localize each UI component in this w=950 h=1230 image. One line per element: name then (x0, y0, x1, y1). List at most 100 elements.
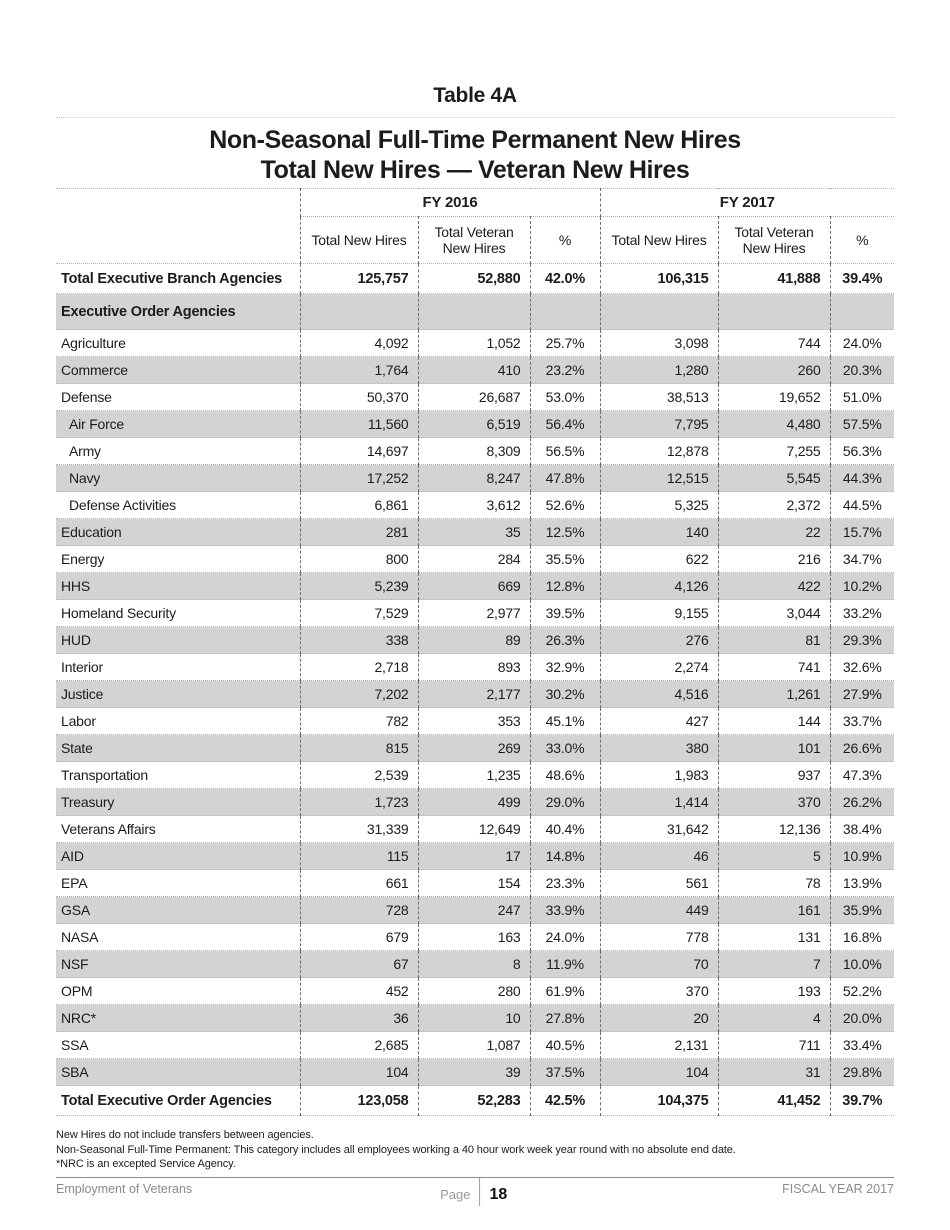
value-cell: 5,545 (717, 464, 831, 492)
value-cell: 44.3% (829, 464, 895, 492)
value-cell: 2,685 (299, 1031, 418, 1059)
value-cell: 4,480 (717, 410, 831, 438)
value-cell: 815 (299, 734, 418, 762)
new-hires-table: FY 2016 FY 2017 Total New Hires Total Vet… (56, 188, 895, 1116)
value-cell: 104,375 (599, 1085, 719, 1116)
agency-label: Energy (56, 545, 300, 573)
agency-label: SSA (56, 1031, 300, 1059)
agency-label: Veterans Affairs (56, 815, 300, 843)
value-cell: 104 (299, 1058, 418, 1086)
value-cell: 101 (717, 734, 831, 762)
value-cell: 53.0% (529, 383, 601, 411)
value-cell: 36 (299, 1004, 418, 1032)
value-cell: 44.5% (829, 491, 895, 519)
value-cell: 40.5% (529, 1031, 601, 1059)
value-cell: 7,255 (717, 437, 831, 465)
value-cell: 115 (299, 842, 418, 870)
value-cell: 104 (599, 1058, 719, 1086)
value-cell: 280 (417, 977, 530, 1005)
value-cell: 23.3% (529, 869, 601, 897)
value-cell: 16.8% (829, 923, 895, 951)
value-cell: 31,339 (299, 815, 418, 843)
value-cell: 1,723 (299, 788, 418, 816)
value-cell: 52,880 (417, 263, 530, 294)
value-cell: 30.2% (529, 680, 601, 708)
value-cell: 449 (599, 896, 719, 924)
value-cell: 52.2% (829, 977, 895, 1005)
value-cell: 380 (599, 734, 719, 762)
value-cell: 154 (417, 869, 530, 897)
value-cell (299, 293, 418, 330)
footnote: Non-Seasonal Full-Time Permanent: This c… (56, 1143, 736, 1156)
value-cell: 46 (599, 842, 719, 870)
agency-label: EPA (56, 869, 300, 897)
value-cell: 32.6% (829, 653, 895, 681)
table-row: SSA 2,685 1,087 40.5% 2,131 711 33.4% (56, 1031, 895, 1059)
agency-label: Defense (56, 383, 300, 411)
column-header: Total Veteran New Hires (717, 216, 831, 264)
value-cell: 20.3% (829, 356, 895, 384)
value-cell: 32.9% (529, 653, 601, 681)
table-row: Air Force 11,560 6,519 56.4% 7,795 4,480 57.5% (56, 410, 895, 438)
value-cell: 2,718 (299, 653, 418, 681)
value-cell: 33.7% (829, 707, 895, 735)
agency-label: NASA (56, 923, 300, 951)
value-cell: 1,280 (599, 356, 719, 384)
table-row: Commerce 1,764 410 23.2% 1,280 260 20.3% (56, 356, 895, 384)
value-cell: 15.7% (829, 518, 895, 546)
value-cell: 276 (599, 626, 719, 654)
value-cell: 17 (417, 842, 530, 870)
value-cell: 193 (717, 977, 831, 1005)
table-row: SBA 104 39 37.5% 104 31 29.8% (56, 1058, 895, 1086)
value-cell: 4,126 (599, 572, 719, 600)
table-row: Energy 800 284 35.5% 622 216 34.7% (56, 545, 895, 573)
value-cell: 144 (717, 707, 831, 735)
value-cell: 12,878 (599, 437, 719, 465)
value-cell: 10.2% (829, 572, 895, 600)
value-cell: 14.8% (529, 842, 601, 870)
table-row: Total Executive Order Agencies 123,058 52,… (56, 1085, 895, 1116)
value-cell: 163 (417, 923, 530, 951)
agency-label: Navy (56, 464, 300, 492)
value-cell: 13.9% (829, 869, 895, 897)
fiscal-year-header-row: FY 2016 FY 2017 (56, 188, 895, 217)
value-cell: 45.1% (529, 707, 601, 735)
value-cell: 2,274 (599, 653, 719, 681)
agency-label: Justice (56, 680, 300, 708)
value-cell: 56.3% (829, 437, 895, 465)
value-cell: 52.6% (529, 491, 601, 519)
table-row: NASA 679 163 24.0% 778 131 16.8% (56, 923, 895, 951)
value-cell: 42.0% (529, 263, 601, 294)
value-cell: 11,560 (299, 410, 418, 438)
column-header: Total Veteran New Hires (417, 216, 530, 264)
table-row: OPM 452 280 61.9% 370 193 52.2% (56, 977, 895, 1005)
agency-label: Defense Activities (56, 491, 300, 519)
value-cell: 281 (299, 518, 418, 546)
agency-label: Labor (56, 707, 300, 735)
value-cell: 7 (717, 950, 831, 978)
table-row: Navy 17,252 8,247 47.8% 12,515 5,545 44.3% (56, 464, 895, 492)
value-cell: 247 (417, 896, 530, 924)
value-cell: 19,652 (717, 383, 831, 411)
table-row: NRC* 36 10 27.8% 20 4 20.0% (56, 1004, 895, 1032)
value-cell: 338 (299, 626, 418, 654)
value-cell (529, 293, 601, 330)
subtitle-line-2: Total New Hires — Veteran New Hires (260, 156, 690, 184)
agency-label: SBA (56, 1058, 300, 1086)
value-cell: 679 (299, 923, 418, 951)
value-cell: 3,098 (599, 329, 719, 357)
value-cell: 1,052 (417, 329, 530, 357)
value-cell: 39.4% (829, 263, 895, 294)
agency-label: NRC* (56, 1004, 300, 1032)
value-cell: 6,519 (417, 410, 530, 438)
title-divider (56, 117, 894, 118)
agency-label: Homeland Security (56, 599, 300, 627)
value-cell: 10.0% (829, 950, 895, 978)
value-cell: 4 (717, 1004, 831, 1032)
agency-label: Total Executive Branch Agencies (56, 263, 300, 294)
agency-label: Interior (56, 653, 300, 681)
agency-label: OPM (56, 977, 300, 1005)
page-indicator: Page 18 (440, 1177, 507, 1206)
value-cell: 3,612 (417, 491, 530, 519)
value-cell: 57.5% (829, 410, 895, 438)
